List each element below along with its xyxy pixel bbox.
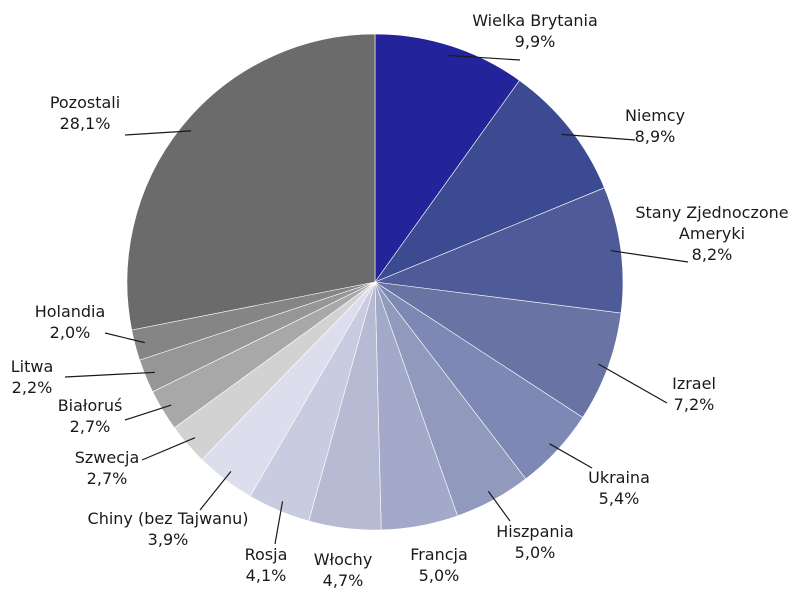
pie-slice-1 bbox=[374, 80, 605, 283]
slice-value-11: 2,7% bbox=[70, 417, 111, 436]
slice-label-5: Hiszpania 5,0% bbox=[496, 522, 574, 562]
slice-label-3: Izrael 7,2% bbox=[672, 374, 716, 414]
slice-name-2: Ameryki bbox=[679, 224, 745, 243]
slice-name-1: Niemcy bbox=[625, 106, 685, 125]
slice-value-0: 9,9% bbox=[515, 32, 556, 51]
slice-label-12: Litwa 2,2% bbox=[11, 357, 54, 397]
slice-value-5: 5,0% bbox=[515, 543, 556, 562]
slice-value-12: 2,2% bbox=[12, 378, 53, 397]
leader-line-8 bbox=[274, 501, 284, 545]
slice-name-7: Włochy bbox=[314, 550, 373, 569]
slice-name-13: Holandia bbox=[35, 302, 106, 321]
slice-label-6: Francja 5,0% bbox=[410, 545, 468, 585]
slice-name-0: Wielka Brytania bbox=[472, 11, 598, 30]
leader-line-14 bbox=[124, 130, 192, 136]
pie-slice-14 bbox=[126, 33, 376, 331]
slice-name-12: Litwa bbox=[11, 357, 54, 376]
slice-labels: Wielka Brytania 9,9% Niemcy 8,9% Stany Zjedn… bbox=[11, 11, 789, 589]
slice-value-6: 5,0% bbox=[419, 566, 460, 585]
leader-line-13 bbox=[104, 332, 145, 344]
slice-name-14: Pozostali bbox=[50, 93, 120, 112]
slice-value-9: 3,9% bbox=[148, 530, 189, 549]
slice-label-9: Chiny (bez Tajwanu) 3,9% bbox=[88, 509, 249, 549]
pie-slices bbox=[126, 33, 624, 531]
leader-line-11 bbox=[124, 404, 172, 421]
slice-name-11: Białoruś bbox=[58, 396, 123, 415]
slice-label-0: Wielka Brytania 9,9% bbox=[472, 11, 598, 51]
slice-value-13: 2,0% bbox=[50, 323, 91, 342]
leader-line-3 bbox=[598, 363, 668, 404]
slice-name-3: Izrael bbox=[672, 374, 716, 393]
slice-name-6: Francja bbox=[410, 545, 468, 564]
slice-name-2: Stany Zjednoczone bbox=[635, 203, 788, 222]
slice-label-10: Szwecja 2,7% bbox=[75, 448, 140, 488]
slice-name-10: Szwecja bbox=[75, 448, 140, 467]
slice-value-8: 4,1% bbox=[246, 566, 287, 585]
slice-label-7: Włochy 4,7% bbox=[314, 550, 373, 589]
slice-name-5: Hiszpania bbox=[496, 522, 574, 541]
leader-line-5 bbox=[487, 490, 511, 522]
slice-value-10: 2,7% bbox=[87, 469, 128, 488]
leader-line-9 bbox=[199, 471, 232, 511]
leader-line-0 bbox=[447, 54, 521, 61]
slice-name-8: Rosja bbox=[245, 545, 288, 564]
pie-slice-3 bbox=[374, 281, 622, 418]
slice-label-4: Ukraina 5,4% bbox=[588, 468, 650, 508]
pie-slice-0 bbox=[374, 33, 520, 283]
slice-value-4: 5,4% bbox=[599, 489, 640, 508]
slice-label-14: Pozostali 28,1% bbox=[50, 93, 120, 133]
slice-value-7: 4,7% bbox=[323, 571, 364, 589]
leader-line-10 bbox=[141, 437, 196, 461]
slice-value-3: 7,2% bbox=[674, 395, 715, 414]
slice-name-9: Chiny (bez Tajwanu) bbox=[88, 509, 249, 528]
leader-line-1 bbox=[561, 133, 636, 141]
leader-line-4 bbox=[549, 443, 593, 469]
leader-line-2 bbox=[610, 250, 689, 263]
leader-lines bbox=[64, 54, 689, 545]
pie-slice-2 bbox=[373, 187, 624, 314]
leader-line-12 bbox=[64, 371, 155, 378]
slice-name-4: Ukraina bbox=[588, 468, 650, 487]
slice-label-8: Rosja 4,1% bbox=[245, 545, 288, 585]
slice-value-2: 8,2% bbox=[692, 245, 733, 264]
slice-label-13: Holandia 2,0% bbox=[35, 302, 106, 342]
slice-label-1: Niemcy 8,9% bbox=[625, 106, 685, 146]
slice-label-11: Białoruś 2,7% bbox=[58, 396, 123, 436]
slice-value-14: 28,1% bbox=[60, 114, 111, 133]
slice-label-2: Stany Zjednoczone Ameryki 8,2% bbox=[635, 203, 788, 264]
slice-value-1: 8,9% bbox=[635, 127, 676, 146]
